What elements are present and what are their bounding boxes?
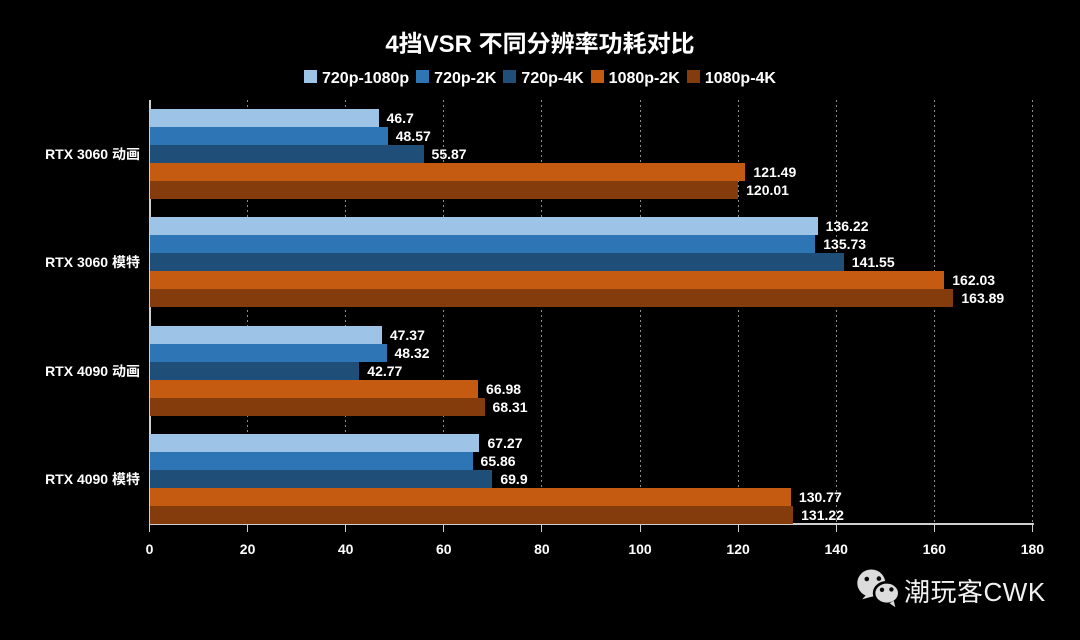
- category-label: RTX 4090 模特: [45, 469, 140, 489]
- gridline: [1031, 99, 1033, 524]
- y-axis-line: [148, 99, 151, 524]
- axis-tick: [933, 524, 935, 532]
- value-label: 67.27: [487, 433, 523, 453]
- value-label: 48.32: [394, 342, 430, 363]
- value-label: 46.7: [386, 107, 414, 128]
- bar: [149, 162, 746, 181]
- bar: [149, 506, 794, 524]
- bar: [149, 452, 473, 470]
- value-label: 141.55: [851, 252, 895, 272]
- value-label: 47.37: [389, 324, 425, 345]
- bar: [149, 289, 954, 307]
- legend-swatch: [590, 69, 604, 83]
- value-label: 48.57: [395, 125, 431, 146]
- x-tick-label: 100: [628, 539, 652, 559]
- legend-label: 1080p-2K: [608, 64, 680, 88]
- axis-tick: [541, 524, 543, 532]
- value-label: 68.31: [492, 396, 528, 417]
- value-label: 120.01: [746, 179, 789, 200]
- legend-item: 1080p-2K: [590, 64, 680, 88]
- x-tick-label: 80: [534, 539, 550, 559]
- legend-item: 1080p-4K: [686, 64, 776, 88]
- gridline: [541, 99, 543, 524]
- value-label: 65.86: [480, 451, 516, 471]
- legend-swatch: [503, 69, 517, 83]
- bar: [149, 434, 480, 452]
- bar: [149, 397, 485, 416]
- axis-tick: [639, 524, 641, 532]
- legend-label: 720p-4K: [521, 64, 584, 88]
- value-label: 135.73: [823, 234, 867, 254]
- axis-tick: [345, 524, 347, 532]
- value-label: 162.03: [952, 270, 996, 290]
- axis-tick: [443, 524, 445, 532]
- bar: [149, 108, 379, 127]
- value-label: 66.98: [486, 378, 522, 399]
- value-label: 42.77: [367, 360, 403, 381]
- x-tick-label: 160: [922, 539, 946, 559]
- legend-label: 1080p-4K: [704, 64, 776, 88]
- bar: [149, 253, 844, 271]
- category-label: RTX 3060 动画: [45, 143, 140, 164]
- x-tick-label: 60: [436, 539, 452, 559]
- bar: [149, 271, 945, 289]
- value-label: 131.22: [801, 505, 844, 525]
- x-tick-label: 20: [239, 539, 256, 559]
- value-label: 163.89: [961, 288, 1005, 308]
- gridline: [933, 99, 935, 524]
- category-label: RTX 3060 模特: [45, 252, 140, 272]
- gridline: [639, 99, 641, 524]
- axis-tick: [149, 524, 150, 532]
- legend-swatch: [304, 69, 317, 83]
- value-label: 69.9: [500, 469, 528, 489]
- value-label: 130.77: [798, 487, 842, 507]
- legend-item: 720p-1080p: [304, 66, 409, 86]
- x-tick-label: 180: [1020, 539, 1045, 559]
- axis-tick: [247, 524, 249, 532]
- value-label: 121.49: [753, 161, 797, 182]
- gridline: [345, 99, 347, 524]
- value-label: 136.22: [825, 216, 869, 236]
- gridline: [247, 99, 249, 524]
- bar: [149, 379, 479, 398]
- x-tick-label: 140: [824, 539, 848, 559]
- bar: [149, 217, 818, 235]
- watermark-text: 潮玩客CWK: [904, 572, 1046, 609]
- axis-tick: [1031, 524, 1033, 532]
- x-tick-label: 120: [726, 539, 750, 559]
- bar: [149, 470, 493, 488]
- bar: [149, 144, 424, 163]
- legend-item: 720p-4K: [503, 64, 584, 88]
- watermark: 潮玩客CWK: [853, 566, 1080, 616]
- gridline: [737, 99, 739, 524]
- legend-label: 720p-2K: [434, 64, 497, 88]
- bar: [149, 180, 739, 199]
- bar: [149, 361, 360, 380]
- wechat-icon: [857, 569, 901, 608]
- axis-tick: [737, 524, 739, 532]
- chart-title: 4挡VSR 不同分辨率功耗对比: [385, 24, 695, 59]
- bar: [149, 126, 388, 145]
- legend: 720p-1080p 720p-2K 720p-4K 1080p-2K 1080p-4K: [0, 66, 1080, 86]
- legend-label: 720p-1080p: [322, 64, 410, 88]
- axis-tick: [835, 524, 837, 532]
- value-label: 55.87: [431, 143, 467, 164]
- x-tick-label: 0: [145, 539, 154, 559]
- bar: [149, 325, 382, 344]
- gridline: [835, 99, 837, 524]
- category-label: RTX 4090 动画: [45, 360, 140, 381]
- legend-swatch: [686, 69, 700, 83]
- bar: [149, 343, 387, 362]
- bar: [149, 235, 816, 253]
- bar: [149, 488, 791, 506]
- legend-swatch: [416, 69, 430, 83]
- x-tick-label: 40: [337, 539, 354, 559]
- gridline: [443, 99, 445, 524]
- legend-item: 720p-2K: [416, 66, 496, 86]
